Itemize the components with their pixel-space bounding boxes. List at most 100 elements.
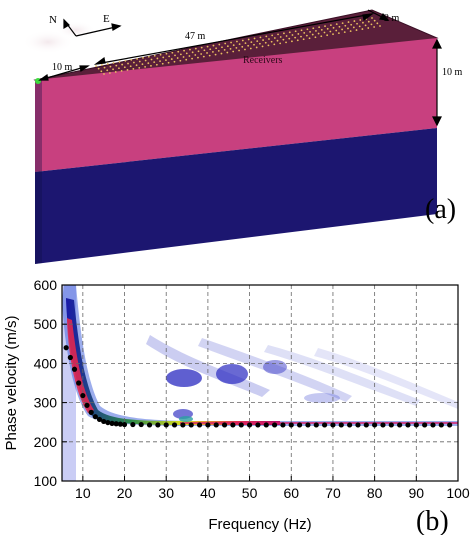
- dispersion-point: [255, 422, 261, 428]
- receiver-marker: [170, 58, 173, 60]
- decorative-cloud: [22, 30, 74, 54]
- receiver-marker: [144, 65, 147, 68]
- receiver-marker: [273, 37, 276, 39]
- dispersion-point: [71, 366, 78, 372]
- receiver-marker: [249, 47, 252, 50]
- receiver-marker: [361, 28, 364, 30]
- dispersion-point: [388, 422, 394, 428]
- receiver-marker: [332, 26, 335, 29]
- receiver-marker: [300, 29, 303, 32]
- dispersion-point: [105, 419, 111, 426]
- y-tick-label: 500: [34, 316, 58, 332]
- depth-label: 10 m: [442, 67, 463, 78]
- dispersion-point: [347, 422, 353, 428]
- dispersion-point: [113, 421, 119, 427]
- receiver-marker: [329, 24, 332, 27]
- receiver-marker: [162, 56, 165, 59]
- receiver-marker: [147, 55, 150, 58]
- receiver-marker: [285, 35, 288, 37]
- receiver-marker: [259, 36, 262, 39]
- dispersion-point: [355, 422, 361, 428]
- receiver-marker: [358, 25, 361, 28]
- receiver-marker: [185, 52, 188, 55]
- receiver-marker: [329, 30, 332, 33]
- receiver-marker: [244, 48, 246, 51]
- panel-a: S 10 m 47 m 2 m Receivers 10 m: [22, 9, 463, 264]
- panel-b-label: (b): [416, 506, 449, 535]
- offset-dimension: [38, 65, 90, 81]
- receiver-marker: [326, 34, 329, 37]
- receiver-marker: [206, 45, 209, 48]
- dispersion-point: [221, 422, 228, 428]
- dispersion-point: [447, 422, 453, 428]
- receiver-marker: [202, 55, 205, 58]
- source-marker: [35, 78, 41, 84]
- receiver-marker: [350, 23, 353, 26]
- dispersion-point: [363, 422, 369, 428]
- receiver-marker: [135, 64, 138, 67]
- dispersion-point: [338, 422, 344, 428]
- dispersion-point: [171, 422, 178, 428]
- receiver-marker: [238, 43, 241, 46]
- receiver-marker: [179, 59, 182, 62]
- receivers-label: Receivers: [243, 55, 283, 66]
- receiver-marker: [147, 62, 150, 65]
- receiver-marker: [138, 66, 141, 69]
- receiver-marker: [124, 59, 127, 62]
- receiver-marker: [136, 57, 139, 60]
- dispersion-point: [205, 422, 211, 428]
- receiver-marker: [373, 26, 376, 28]
- x-axis-ticks: 10 20 30 40 50 60 70 80 90 100: [75, 476, 470, 501]
- receiver-marker: [103, 73, 105, 75]
- model-left-edge: [35, 79, 42, 264]
- depth-dimension: [432, 38, 442, 127]
- dispersion-point: [67, 354, 73, 361]
- compass-north-label: N: [49, 14, 57, 26]
- receiver-marker: [141, 63, 144, 66]
- receiver-marker: [320, 28, 323, 31]
- dispersion-point: [246, 422, 253, 428]
- receiver-marker: [177, 50, 180, 53]
- receiver-marker: [332, 33, 334, 36]
- offset-label: 10 m: [52, 62, 73, 73]
- receiver-marker: [97, 67, 100, 70]
- receiver-marker: [347, 21, 350, 23]
- receiver-marker: [221, 46, 223, 49]
- receiver-marker: [200, 46, 203, 49]
- receiver-marker: [138, 60, 141, 63]
- receiver-marker: [347, 27, 349, 30]
- receiver-marker: [100, 70, 103, 73]
- receiver-marker: [106, 63, 109, 65]
- receiver-marker: [241, 39, 244, 42]
- receiver-marker: [282, 38, 285, 41]
- receiver-marker: [341, 22, 344, 25]
- fundamental-mode-halo: [62, 285, 458, 426]
- x-tick-label: 100: [446, 485, 470, 501]
- receiver-marker: [155, 63, 158, 66]
- receiver-marker: [244, 42, 247, 45]
- receiver-marker: [258, 42, 261, 45]
- receiver-marker: [256, 40, 259, 42]
- receiver-marker: [95, 65, 97, 67]
- receiver-marker: [367, 20, 370, 23]
- model-half-space-front: [35, 128, 437, 264]
- receiver-marker: [247, 38, 250, 41]
- receiver-marker: [352, 26, 355, 29]
- receiver-marker: [379, 25, 381, 27]
- receiver-marker: [191, 51, 194, 54]
- y-axis-ticks: 100 200 300 400 500 600: [34, 277, 67, 489]
- dispersion-point: [196, 422, 203, 428]
- dispersion-point: [76, 380, 82, 386]
- receiver-marker: [247, 44, 250, 47]
- receiver-marker: [335, 29, 338, 32]
- receiver-marker: [264, 41, 267, 44]
- dispersion-point: [297, 422, 303, 428]
- receiver-marker: [159, 53, 162, 56]
- receiver-marker: [115, 64, 118, 67]
- dispersion-point: [405, 422, 411, 428]
- receiver-marker: [161, 62, 164, 65]
- dispersion-point: [80, 392, 86, 399]
- dispersion-point: [117, 421, 123, 427]
- x-tick-label: 30: [158, 485, 174, 501]
